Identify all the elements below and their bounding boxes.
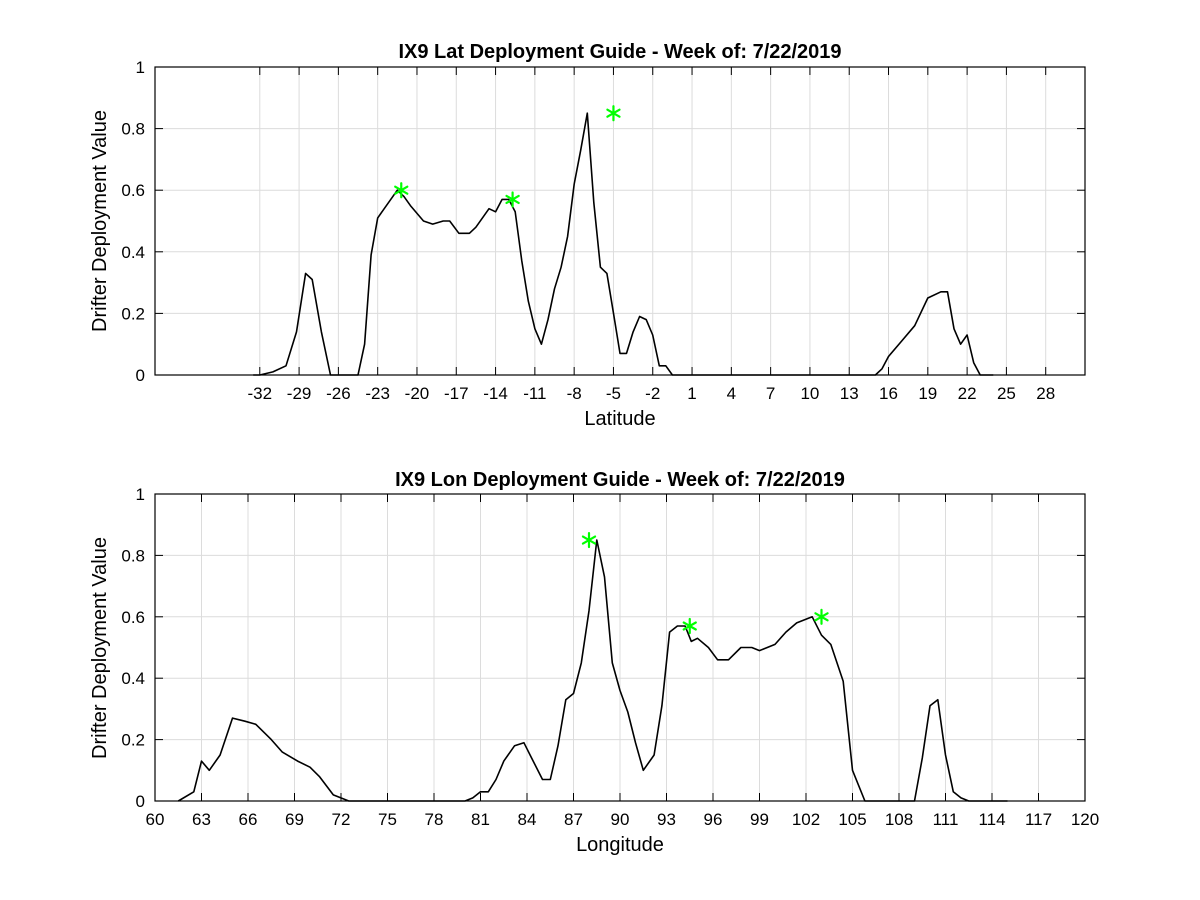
y-tick-label: 0.4 [121, 669, 145, 688]
lat-chart: IX9 Lat Deployment Guide - Week of: 7/22… [89, 41, 1086, 430]
chart-title: IX9 Lon Deployment Guide - Week of: 7/22… [395, 469, 845, 491]
x-tick-label: 93 [657, 810, 676, 829]
x-axis-label: Longitude [576, 834, 664, 856]
x-tick-label: 78 [425, 810, 444, 829]
peak-marker [581, 531, 597, 549]
peak-marker [606, 105, 621, 122]
x-tick-label: -5 [606, 384, 621, 403]
y-tick-label: 0.8 [121, 546, 145, 565]
x-tick-label: 108 [885, 810, 913, 829]
y-tick-label: 0.6 [121, 181, 145, 200]
peak-marker [682, 617, 697, 635]
y-tick-label: 0.2 [121, 304, 145, 323]
peak-marker [505, 191, 520, 208]
x-tick-label: 69 [285, 810, 304, 829]
lon-chart: IX9 Lon Deployment Guide - Week of: 7/22… [89, 469, 1099, 856]
x-tick-label: 13 [840, 384, 859, 403]
x-tick-label: -17 [444, 384, 469, 403]
x-tick-label: -11 [523, 384, 546, 403]
y-tick-label: 0 [136, 792, 145, 811]
x-tick-label: 72 [332, 810, 351, 829]
x-tick-label: 25 [997, 384, 1016, 403]
x-tick-label: 84 [518, 810, 537, 829]
y-tick-label: 0.6 [121, 608, 145, 627]
x-tick-label: -20 [405, 384, 430, 403]
x-tick-label: 105 [838, 810, 866, 829]
x-tick-label: 7 [766, 384, 775, 403]
x-tick-label: 81 [471, 810, 490, 829]
x-tick-label: -23 [365, 384, 390, 403]
peak-marker [394, 182, 409, 199]
x-tick-label: 22 [958, 384, 977, 403]
x-axis-label: Latitude [584, 408, 655, 430]
x-tick-label: 111 [933, 810, 959, 829]
x-tick-label: -26 [326, 384, 351, 403]
chart-title: IX9 Lat Deployment Guide - Week of: 7/22… [398, 41, 841, 63]
x-tick-label: 102 [792, 810, 820, 829]
x-tick-label: -29 [287, 384, 312, 403]
x-tick-label: -14 [483, 384, 508, 403]
x-tick-label: 90 [611, 810, 630, 829]
lon-plot-area: 60 63 66 69 72 75 78 81 84 87 90 93 96 99 102 105 108 111… [121, 485, 1099, 829]
x-tick-label: 63 [192, 810, 211, 829]
x-tick-label: 19 [918, 384, 937, 403]
x-tick-label: 114 [978, 810, 1005, 829]
y-tick-label: 1 [136, 58, 145, 77]
x-tick-label: 10 [800, 384, 819, 403]
x-tick-label: 75 [378, 810, 397, 829]
x-tick-label: 4 [727, 384, 736, 403]
y-tick-label: 1 [136, 485, 145, 504]
x-tick-label: 96 [704, 810, 723, 829]
x-tick-label: 87 [564, 810, 583, 829]
x-tick-label: 28 [1036, 384, 1055, 403]
x-tick-label: -32 [247, 384, 272, 403]
y-axis-label: Drifter Deployment Value [89, 110, 111, 332]
y-tick-label: 0.2 [121, 731, 145, 750]
axes-frame [154, 66, 1086, 376]
x-tick-label: 120 [1071, 810, 1099, 829]
series-line [253, 112, 994, 376]
x-tick-label: 99 [750, 810, 769, 829]
x-tick-label: 16 [879, 384, 898, 403]
x-tick-label: -8 [567, 384, 582, 403]
lat-plot-area: -32 -29 -26 -23 -20 -17 -14 -11 -8 -5 -2 1 4 7 10 13 16 1… [121, 58, 1086, 403]
y-axis-label: Drifter Deployment Value [89, 537, 111, 759]
x-tick-label: -2 [645, 384, 660, 403]
x-tick-label: 66 [239, 810, 258, 829]
y-tick-label: 0.8 [121, 120, 145, 139]
peak-marker [814, 608, 829, 625]
x-tick-label: 1 [687, 384, 696, 403]
y-tick-label: 0 [136, 366, 145, 385]
y-tick-label: 0.4 [121, 243, 145, 262]
x-tick-label: 117 [1025, 810, 1052, 829]
x-tick-label: 60 [146, 810, 165, 829]
series-line [177, 539, 1008, 802]
